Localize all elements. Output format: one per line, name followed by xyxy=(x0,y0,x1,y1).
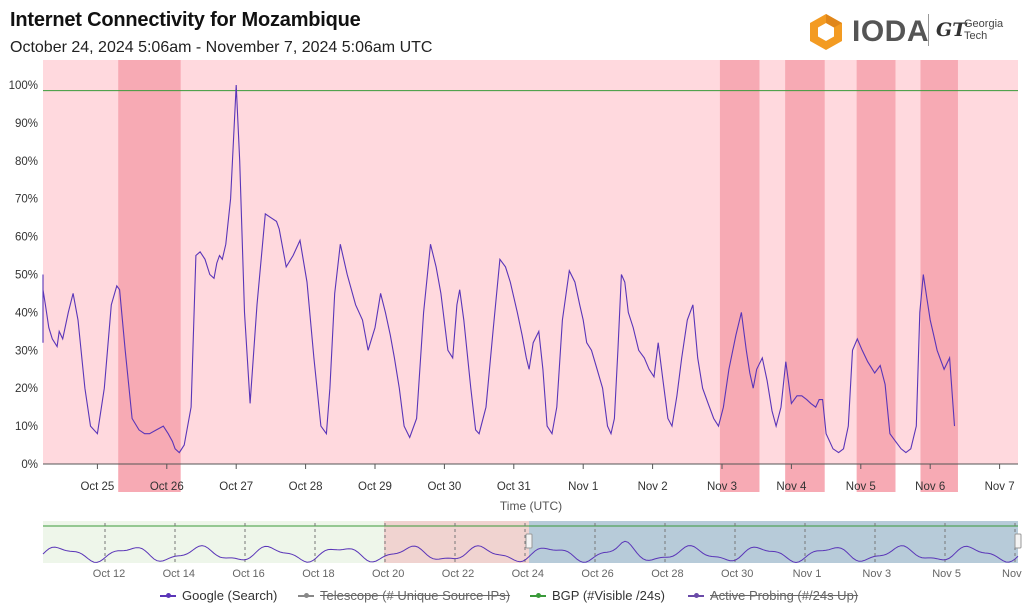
google-series-line xyxy=(42,84,956,454)
x-tick-label: Nov 2 xyxy=(638,481,668,493)
x-tick-label: Nov 1 xyxy=(568,481,598,493)
gt-mark-icon: GT xyxy=(936,19,967,41)
y-tick-label: 0% xyxy=(21,459,38,471)
y-axis: 0% 10% 20% 30% 40% 50% 60% 70% 80% 90% 100% xyxy=(9,80,1018,471)
legend: Google (Search) Telescope (# Unique Sour… xyxy=(0,586,1024,606)
x-tick-label: Oct 31 xyxy=(497,481,531,493)
chart-title: Internet Connectivity for Mozambique xyxy=(10,9,361,31)
navigator-tick-label: Oct 28 xyxy=(651,568,683,580)
outage-band-4 xyxy=(920,60,958,492)
navigator-tick-label: Oct 26 xyxy=(581,568,613,580)
x-tick-label: Oct 28 xyxy=(289,481,323,493)
outage-band-1 xyxy=(719,60,760,492)
outage-bands xyxy=(118,60,958,492)
navigator-x-axis: Oct 12 Oct 14 Oct 16 Oct 18 Oct 20 Oct 22 Oct … xyxy=(93,568,1024,580)
y-tick-label: 90% xyxy=(15,118,38,130)
legend-bgp-label: BGP (#Visible /24s) xyxy=(552,588,665,603)
x-tick-label: Oct 30 xyxy=(427,481,461,493)
y-tick-label: 40% xyxy=(15,307,38,319)
chart-subtitle: October 24, 2024 5:06am - November 7, 20… xyxy=(10,39,433,56)
legend-active-probing-label: Active Probing (#/24s Up) xyxy=(710,588,859,603)
navigator-tick-label: Oct 18 xyxy=(302,568,334,580)
navigator-tick-label: Nov 3 xyxy=(862,568,891,580)
navigator-google-line xyxy=(42,540,1019,564)
x-tick-label: Oct 29 xyxy=(358,481,392,493)
navigator-tick-label: Nov 7 xyxy=(1002,568,1024,580)
ioda-hexagon-icon xyxy=(810,14,842,50)
navigator-tick-label: Oct 24 xyxy=(512,568,544,580)
x-tick-label: Oct 27 xyxy=(219,481,253,493)
navigator-chart[interactable]: Oct 12 Oct 14 Oct 16 Oct 18 Oct 20 Oct 22 Oct … xyxy=(0,515,1024,585)
y-tick-label: 100% xyxy=(9,80,38,92)
ioda-logo[interactable]: IODA GT Georgia Tech xyxy=(806,12,1018,52)
y-tick-label: 50% xyxy=(15,270,38,282)
y-tick-label: 10% xyxy=(15,421,38,433)
navigator-tick-label: Oct 20 xyxy=(372,568,404,580)
main-chart[interactable]: 0% 10% 20% 30% 40% 50% 60% 70% 80% 90% 100% Oct 25… xyxy=(0,0,1024,515)
x-tick-label: Oct 25 xyxy=(80,481,114,493)
legend-telescope-label: Telescope (# Unique Source IPs) xyxy=(320,588,511,603)
legend-google-label: Google (Search) xyxy=(182,588,278,603)
x-tick-label: Nov 5 xyxy=(846,481,876,493)
outage-band-2 xyxy=(785,60,825,492)
x-tick-label: Nov 3 xyxy=(707,481,737,493)
gt-line-1: Georgia xyxy=(964,18,1004,30)
x-tick-label: Nov 6 xyxy=(915,481,945,493)
x-tick-label: Nov 7 xyxy=(985,481,1015,493)
ioda-brand: IODA xyxy=(852,15,929,48)
outage-band-0 xyxy=(118,60,181,492)
navigator-handle-right[interactable] xyxy=(1014,533,1022,549)
x-axis-title: Time (UTC) xyxy=(500,499,562,513)
navigator-tick-label: Oct 16 xyxy=(232,568,264,580)
navigator-tick-label: Oct 22 xyxy=(442,568,474,580)
y-tick-label: 20% xyxy=(15,383,38,395)
y-tick-label: 80% xyxy=(15,156,38,168)
navigator-tick-label: Nov 1 xyxy=(793,568,822,580)
navigator-tick-label: Oct 14 xyxy=(163,568,195,580)
navigator-selected-range[interactable] xyxy=(529,521,1018,563)
navigator-tick-label: Nov 5 xyxy=(932,568,961,580)
gt-line-2: Tech xyxy=(964,30,988,42)
navigator-tick-label: Oct 30 xyxy=(721,568,753,580)
navigator-tick-label: Oct 12 xyxy=(93,568,125,580)
y-tick-label: 70% xyxy=(15,194,38,206)
navigator-handle-left[interactable] xyxy=(525,533,533,549)
y-tick-label: 60% xyxy=(15,232,38,244)
logo-divider xyxy=(928,14,929,46)
navigator-green-region xyxy=(43,521,384,563)
navigator-day-markers xyxy=(104,523,1016,563)
gt-name: Georgia Tech xyxy=(964,18,1003,42)
y-tick-label: 30% xyxy=(15,345,38,357)
x-axis: Oct 25 Oct 26 Oct 27 Oct 28 Oct 29 Oct 30 Oct … xyxy=(80,464,1015,493)
x-tick-label: Nov 4 xyxy=(776,481,807,493)
x-tick-label: Oct 26 xyxy=(150,481,184,493)
